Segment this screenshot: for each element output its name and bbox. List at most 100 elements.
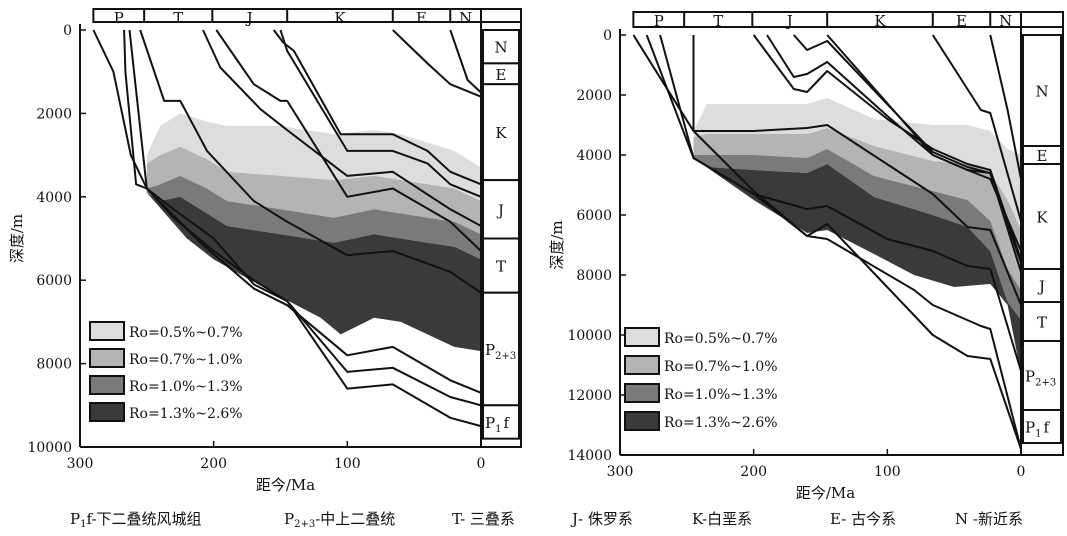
period-label-e: E xyxy=(416,9,427,27)
caption-p1f-main: P xyxy=(70,510,81,528)
y-tick-label-5: 10000 xyxy=(567,328,612,344)
legend-label-1: Ro=0.5%~0.7% xyxy=(664,331,778,347)
legend-label-4: Ro=1.3%~2.6% xyxy=(129,406,243,422)
strata-box-5 xyxy=(1022,340,1062,411)
strata-label-2: K xyxy=(495,124,507,142)
legend-label-4: Ro=1.3%~2.6% xyxy=(664,415,778,431)
strata-column-frame xyxy=(480,8,522,448)
strata-label-4: T xyxy=(496,258,506,276)
strata-box-6 xyxy=(1022,409,1062,444)
legend-label-2: Ro=0.7%~1.0% xyxy=(129,352,243,368)
strata-label-1: E xyxy=(1037,147,1048,165)
maturity-zone-1 xyxy=(693,98,1021,230)
burial-curve-3 xyxy=(659,34,1022,372)
period-label-t: T xyxy=(173,9,183,27)
x-tick-label-1: 200 xyxy=(200,456,227,472)
strata-label-3: J xyxy=(496,201,504,219)
maturity-zone-1 xyxy=(146,113,482,201)
strata-box-6 xyxy=(482,404,520,440)
burial-curve-4 xyxy=(139,29,482,294)
caption-p1f: P1f-下二叠统风城组 xyxy=(70,508,202,530)
burial-curve-3 xyxy=(128,29,482,428)
legend-label-3: Ro=1.0%~1.3% xyxy=(129,379,243,395)
x-axis-label: 距今/Ma xyxy=(796,484,855,502)
period-label-n: N xyxy=(459,9,472,27)
burial-curve-8 xyxy=(826,34,1022,252)
legend-swatch-3 xyxy=(624,383,660,403)
strata-box-2 xyxy=(482,83,520,182)
burial-curve-10 xyxy=(449,29,482,94)
y-tick-label-2: 4000 xyxy=(36,190,72,206)
strata-box-0 xyxy=(1022,34,1062,147)
period-label-k: K xyxy=(334,9,346,27)
strata-box-4 xyxy=(482,237,520,294)
legend-label-3: Ro=1.0%~1.3% xyxy=(664,387,778,403)
caption-p23-main: P xyxy=(284,510,295,528)
legend-label-2: Ro=0.7%~1.0% xyxy=(664,359,778,375)
maturity-zone-3 xyxy=(693,149,1021,320)
legend-swatch-4 xyxy=(624,411,660,431)
burial-curve-8 xyxy=(279,29,482,198)
strata-label-4: T xyxy=(1037,314,1047,332)
burial-curve-9 xyxy=(931,34,1022,222)
x-tick-label-0: 300 xyxy=(607,464,634,480)
y-tick-label-7: 14000 xyxy=(567,448,612,464)
legend-swatch-3 xyxy=(89,375,125,395)
y-tick-label-2: 4000 xyxy=(576,148,612,164)
period-band xyxy=(92,8,522,23)
x-axis-label: 距今/Ma xyxy=(256,476,315,494)
caption-k: K-白垩系 xyxy=(692,510,753,528)
strata-label-6: P1 f xyxy=(1025,419,1050,440)
x-tick-label-2: 100 xyxy=(334,456,361,472)
y-tick-label-1: 2000 xyxy=(36,106,72,122)
period-label-t: T xyxy=(713,12,723,30)
maturity-zone-3 xyxy=(146,175,482,260)
y-tick-label-6: 12000 xyxy=(567,388,612,404)
y-axis-label: 深度/m xyxy=(548,220,566,269)
burial-curve-10 xyxy=(989,34,1022,180)
caption-n: N -新近系 xyxy=(955,510,1023,528)
figure-caption: P1f-下二叠统风城组 P2+3-中上二叠统 T- 三叠系 J- 侏罗系 K-白… xyxy=(0,508,1067,534)
period-label-p: P xyxy=(114,9,124,27)
y-tick-label-4: 8000 xyxy=(36,357,72,373)
caption-p1f-sub: 1 xyxy=(80,519,87,530)
strata-label-3: J xyxy=(1037,278,1045,296)
maturity-zone-2 xyxy=(146,146,482,235)
y-tick-label-5: 10000 xyxy=(27,440,72,456)
caption-p23: P2+3-中上二叠统 xyxy=(284,508,395,530)
x-tick-label-2: 100 xyxy=(874,464,901,480)
caption-t: T- 三叠系 xyxy=(452,510,515,528)
period-label-j: J xyxy=(245,9,253,27)
x-tick-label-3: 0 xyxy=(1017,464,1026,480)
period-label-k: K xyxy=(874,12,886,30)
burial-curve-2 xyxy=(123,29,482,407)
caption-j: J- 侏罗系 xyxy=(572,510,633,528)
x-tick-label-0: 300 xyxy=(67,456,94,472)
x-tick-label-1: 200 xyxy=(740,464,767,480)
y-tick-label-0: 0 xyxy=(603,28,612,44)
legend-swatch-1 xyxy=(624,327,660,347)
strata-label-5: P2+3 xyxy=(485,341,516,362)
legend-swatch-2 xyxy=(624,355,660,375)
burial-curve-5 xyxy=(752,34,1022,261)
strata-label-1: E xyxy=(496,66,507,84)
period-label-e: E xyxy=(956,12,967,30)
y-tick-label-3: 6000 xyxy=(576,208,612,224)
x-tick-label-3: 0 xyxy=(477,456,486,472)
strata-box-4 xyxy=(1022,301,1062,342)
period-label-j: J xyxy=(785,12,793,30)
legend-swatch-1 xyxy=(89,321,125,341)
period-label-p: P xyxy=(654,12,664,30)
y-tick-label-3: 6000 xyxy=(36,273,72,289)
caption-p1f-rest: f-下二叠统风城组 xyxy=(86,510,202,528)
legend-swatch-2 xyxy=(89,348,125,368)
burial-curve-1 xyxy=(632,34,1022,450)
burial-curve-4 xyxy=(692,35,1022,306)
burial-curve-1 xyxy=(92,29,482,394)
y-tick-label-4: 8000 xyxy=(576,268,612,284)
y-axis-label: 深度/m xyxy=(8,214,26,263)
y-tick-label-1: 2000 xyxy=(576,88,612,104)
